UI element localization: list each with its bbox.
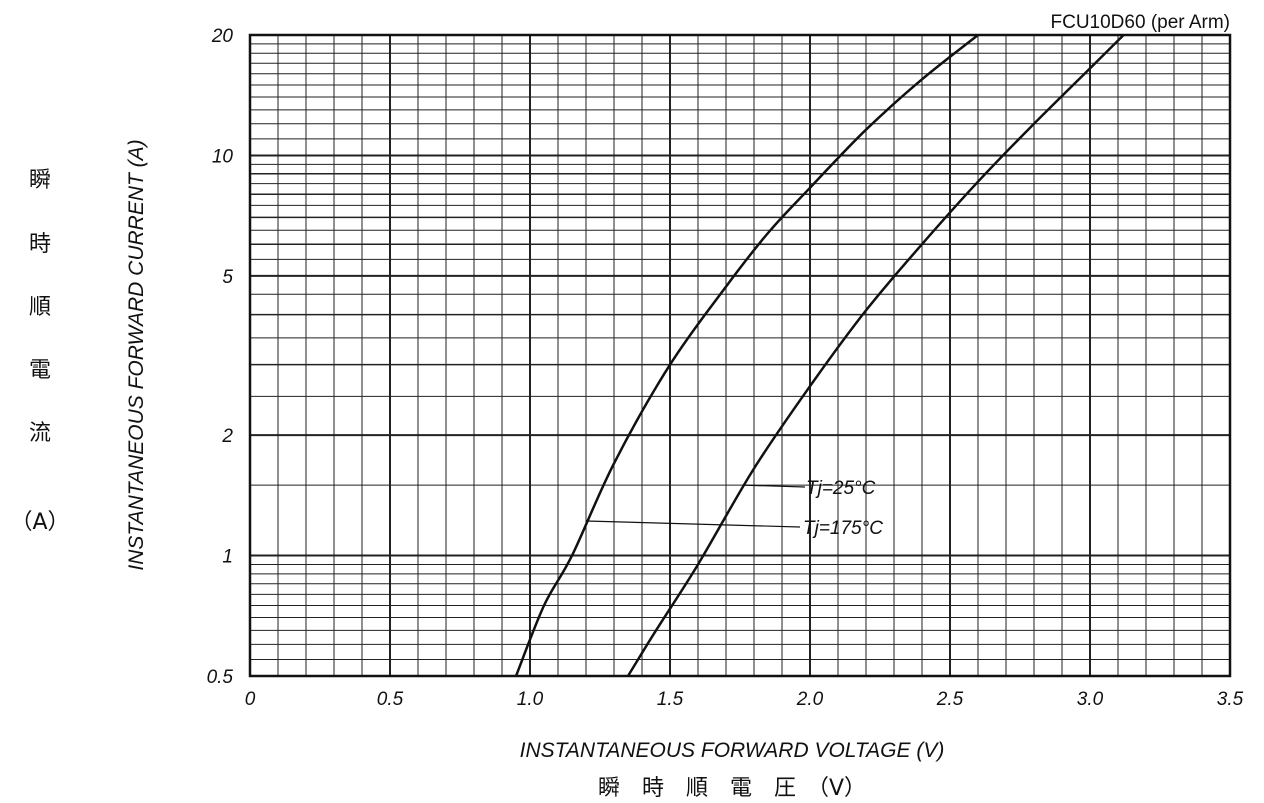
series-label-tj-175: Tj=175°C	[803, 518, 883, 539]
x-tick-label: 3.0	[1077, 689, 1104, 710]
chart-title: FCU10D60 (per Arm)	[1051, 12, 1231, 33]
y-axis-title-jp-char: 流	[29, 421, 51, 446]
grid	[250, 35, 1230, 676]
x-tick-label: 2.0	[796, 689, 824, 710]
y-axis-title-jp-char: 電	[29, 358, 51, 383]
y-axis-title: INSTANTANEOUS FORWARD CURRENT (A)	[125, 139, 148, 570]
leader-line-tj-175	[586, 521, 800, 527]
x-tick-label: 2.5	[936, 689, 964, 710]
y-axis-title-jp-char: 時	[29, 232, 51, 257]
x-tick-label: 1.0	[517, 689, 544, 710]
x-axis-title-jp: 瞬 時 順 電 圧 （V）	[598, 776, 866, 801]
y-tick-label: 0.5	[207, 667, 234, 688]
y-tick-label: 5	[222, 267, 233, 288]
x-tick-label: 1.5	[657, 689, 684, 710]
series-labels: Tj=25°C Tj=175°C	[586, 478, 883, 539]
series-line-tj-175	[516, 35, 978, 676]
y-axis-title-jp-char: （A）	[10, 510, 69, 535]
series-label-tj-25: Tj=25°C	[806, 478, 876, 499]
y-axis-title-jp-char: 順	[29, 295, 51, 320]
y-tick-label: 20	[211, 26, 234, 47]
x-tick-label: 3.5	[1217, 689, 1244, 710]
plot-frame	[250, 35, 1230, 676]
y-axis-title-jp-char: 瞬	[29, 168, 51, 193]
y-tick-label: 2	[221, 426, 233, 447]
series-layer	[516, 35, 1124, 676]
series-line-tj-25	[628, 35, 1124, 676]
x-tick-label: 0.5	[377, 689, 404, 710]
x-tick-label: 0	[245, 689, 256, 710]
x-axis-title: INSTANTANEOUS FORWARD VOLTAGE (V)	[520, 739, 945, 762]
y-tick-label: 1	[222, 547, 233, 568]
y-tick-label: 10	[212, 146, 234, 167]
